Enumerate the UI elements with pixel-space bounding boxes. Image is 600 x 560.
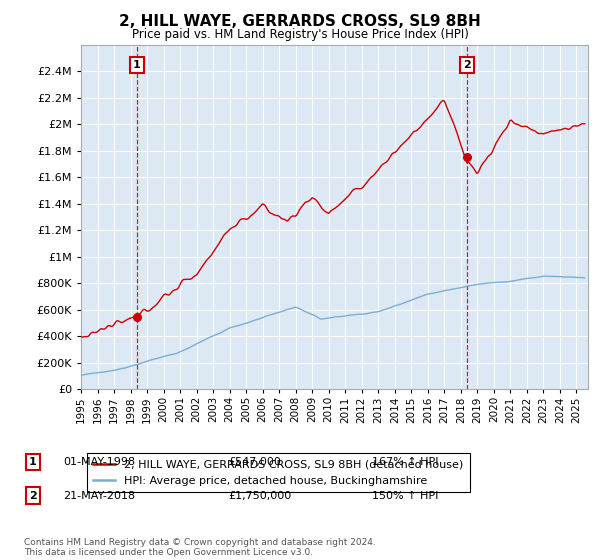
Text: £1,750,000: £1,750,000: [228, 491, 291, 501]
Text: 01-MAY-1998: 01-MAY-1998: [63, 457, 135, 467]
Point: [132, 312, 142, 321]
Text: 21-MAY-2018: 21-MAY-2018: [63, 491, 135, 501]
Text: 2: 2: [29, 491, 37, 501]
Text: 150% ↑ HPI: 150% ↑ HPI: [372, 491, 439, 501]
Text: 167% ↑ HPI: 167% ↑ HPI: [372, 457, 439, 467]
Text: 1: 1: [133, 60, 140, 69]
Text: 2, HILL WAYE, GERRARDS CROSS, SL9 8BH: 2, HILL WAYE, GERRARDS CROSS, SL9 8BH: [119, 14, 481, 29]
Text: 2: 2: [463, 60, 471, 69]
Text: 1: 1: [29, 457, 37, 467]
Legend: 2, HILL WAYE, GERRARDS CROSS, SL9 8BH (detached house), HPI: Average price, deta: 2, HILL WAYE, GERRARDS CROSS, SL9 8BH (d…: [86, 453, 470, 492]
Text: Contains HM Land Registry data © Crown copyright and database right 2024.
This d: Contains HM Land Registry data © Crown c…: [24, 538, 376, 557]
Text: £547,000: £547,000: [228, 457, 281, 467]
Text: Price paid vs. HM Land Registry's House Price Index (HPI): Price paid vs. HM Land Registry's House …: [131, 28, 469, 41]
Point: [463, 153, 472, 162]
